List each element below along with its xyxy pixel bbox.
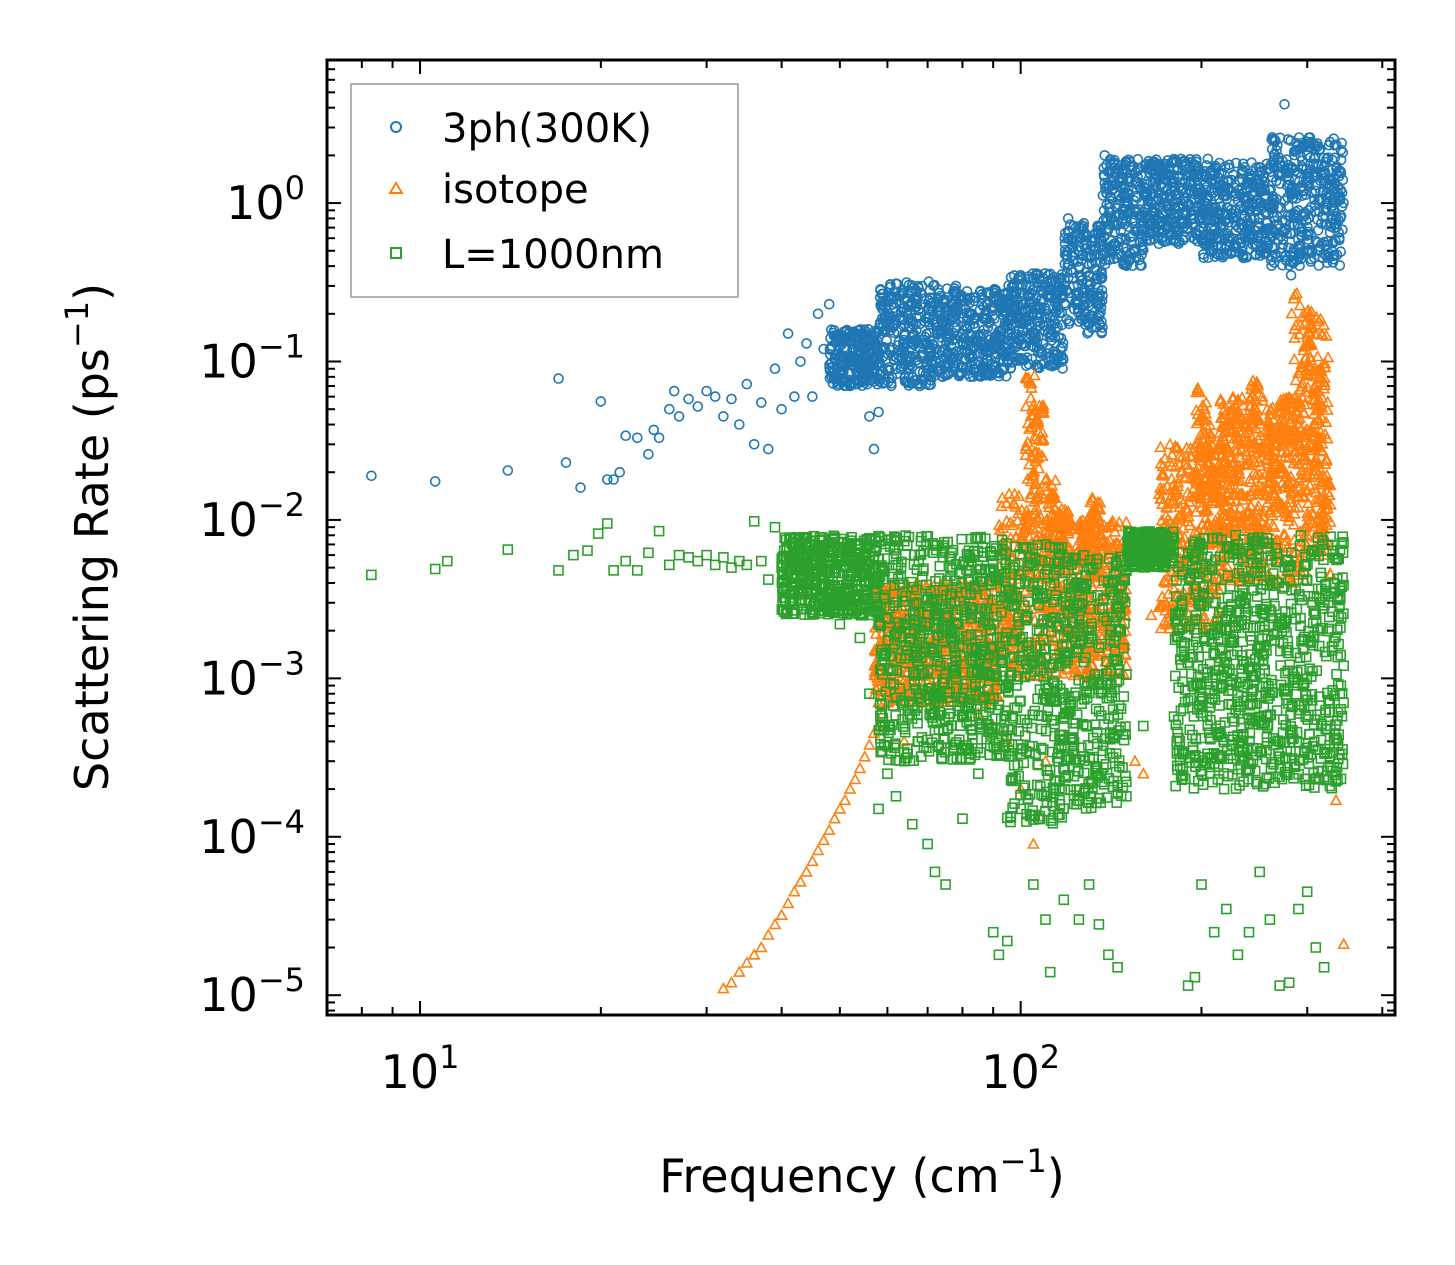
data-point-circle <box>830 333 842 345</box>
data-point-circle <box>929 369 941 381</box>
data-point-circle <box>976 288 988 300</box>
data-point-circle <box>824 359 835 370</box>
data-point-circle <box>877 365 888 377</box>
data-point-circle <box>902 338 914 350</box>
data-point-circle <box>972 334 983 346</box>
data-point-circle <box>909 301 921 313</box>
data-point-circle <box>943 361 954 373</box>
data-point-circle <box>930 343 942 355</box>
data-point-circle <box>883 315 895 326</box>
data-point-circle <box>978 301 990 313</box>
data-point-circle <box>957 337 968 349</box>
data-point-circle <box>834 358 845 369</box>
data-point-circle <box>873 326 885 337</box>
data-point-circle <box>842 354 853 365</box>
data-point-circle <box>880 301 891 313</box>
data-point-circle <box>934 357 946 369</box>
data-point-circle <box>887 350 899 362</box>
data-point-circle <box>932 294 944 305</box>
data-point-circle <box>875 283 886 295</box>
data-point-circle <box>990 330 1002 342</box>
data-point-circle <box>939 295 950 307</box>
data-point-circle <box>976 311 988 323</box>
data-point-circle <box>949 360 961 372</box>
data-point-circle <box>879 371 891 382</box>
data-point-circle <box>909 294 920 306</box>
data-point-circle <box>982 288 993 300</box>
data-point-circle <box>989 361 1000 373</box>
data-point-circle <box>964 319 976 331</box>
data-point-circle <box>950 307 961 318</box>
data-point-circle <box>989 285 1001 297</box>
data-point-circle <box>947 327 959 339</box>
data-point-circle <box>924 292 936 304</box>
data-point-circle <box>951 354 963 366</box>
data-point-circle <box>983 287 995 298</box>
data-point-circle <box>967 371 979 382</box>
data-point-circle <box>906 322 918 334</box>
data-point-circle <box>976 298 988 310</box>
data-point-circle <box>853 365 865 377</box>
data-point-circle <box>943 350 955 362</box>
data-point-circle <box>924 335 936 346</box>
data-point-circle <box>982 322 994 333</box>
data-point-circle <box>899 341 910 352</box>
data-point-circle <box>874 368 886 380</box>
data-point-circle <box>973 356 985 368</box>
data-point-circle <box>934 309 946 321</box>
data-point-circle <box>930 319 942 331</box>
data-point-circle <box>910 354 922 366</box>
series-0 <box>366 99 1349 493</box>
data-point-circle <box>917 375 929 386</box>
data-point-circle <box>890 363 901 375</box>
data-point-circle <box>910 375 922 386</box>
data-point-circle <box>989 313 1000 325</box>
data-point-circle <box>934 304 945 316</box>
data-point-circle <box>945 340 957 352</box>
data-point-circle <box>901 277 912 288</box>
data-point-circle <box>965 292 976 304</box>
data-point-circle <box>987 359 998 370</box>
data-point-circle <box>924 319 935 330</box>
data-point-circle <box>904 321 916 332</box>
data-point-circle <box>976 367 988 379</box>
data-point-circle <box>858 327 870 339</box>
data-point-circle <box>846 338 858 350</box>
data-point-circle <box>842 374 854 386</box>
data-point-circle <box>982 369 994 380</box>
data-point-circle <box>940 301 952 313</box>
data-point-circle <box>899 372 911 384</box>
data-point-circle <box>950 287 961 299</box>
data-point-circle <box>873 322 885 334</box>
data-point-circle <box>886 380 897 392</box>
data-point-circle <box>885 278 896 290</box>
data-point-circle <box>863 334 875 345</box>
data-point-circle <box>853 340 864 351</box>
data-point-circle <box>891 326 903 338</box>
data-point-circle <box>980 308 991 320</box>
data-point-circle <box>982 341 993 352</box>
data-point-circle <box>956 367 967 379</box>
data-point-circle <box>897 339 909 350</box>
data-point-circle <box>969 322 981 334</box>
data-point-circle <box>879 323 891 335</box>
data-point-circle <box>863 353 875 364</box>
data-point-circle <box>906 280 918 291</box>
data-series-layer <box>366 99 1351 994</box>
data-point-circle <box>913 282 924 294</box>
data-point-circle <box>1034 273 1045 285</box>
data-point-circle <box>824 372 836 384</box>
data-point-circle <box>933 284 944 295</box>
data-point-circle <box>898 314 910 326</box>
data-point-circle <box>937 371 948 383</box>
